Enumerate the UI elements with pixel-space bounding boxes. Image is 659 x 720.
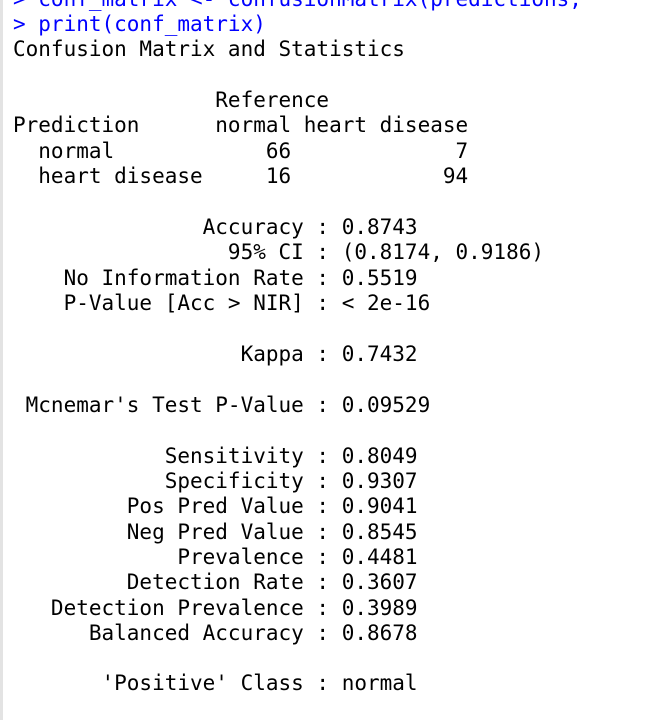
stat-detection-prevalence: Detection Prevalence : 0.3989 [13, 596, 418, 620]
stat-pos-pred-value: Pos Pred Value : 0.9041 [13, 494, 418, 518]
stat-positive-class: 'Positive' Class : normal [13, 671, 418, 695]
stat-sensitivity: Sensitivity : 0.8049 [13, 444, 418, 468]
stat-specificity: Specificity : 0.9307 [13, 469, 418, 493]
stat-p-value: P-Value [Acc > NIR] : < 2e-16 [13, 291, 431, 315]
matrix-row-normal: normal 66 7 [13, 139, 469, 163]
matrix-row-heart-disease: heart disease 16 94 [13, 164, 469, 188]
print-command-line: > print(conf_matrix) [13, 12, 266, 36]
reference-header: Reference [13, 88, 330, 112]
stat-prevalence: Prevalence : 0.4481 [13, 545, 418, 569]
stat-detection-rate: Detection Rate : 0.3607 [13, 570, 418, 594]
stat-mcnemar: Mcnemar's Test P-Value : 0.09529 [13, 393, 431, 417]
stat-no-information-rate: No Information Rate : 0.5519 [13, 266, 418, 290]
stat-neg-pred-value: Neg Pred Value : 0.8545 [13, 520, 418, 544]
stat-kappa: Kappa : 0.7432 [13, 342, 418, 366]
stat-95-ci: 95% CI : (0.8174, 0.9186) [13, 240, 545, 264]
output-title: Confusion Matrix and Statistics [13, 37, 405, 61]
matrix-column-header: Prediction normal heart disease [13, 113, 469, 137]
stat-balanced-accuracy: Balanced Accuracy : 0.8678 [13, 621, 418, 645]
stat-accuracy: Accuracy : 0.8743 [13, 215, 418, 239]
previous-command-line: > conf_matrix <- confusionMatrix(predict… [13, 0, 582, 13]
